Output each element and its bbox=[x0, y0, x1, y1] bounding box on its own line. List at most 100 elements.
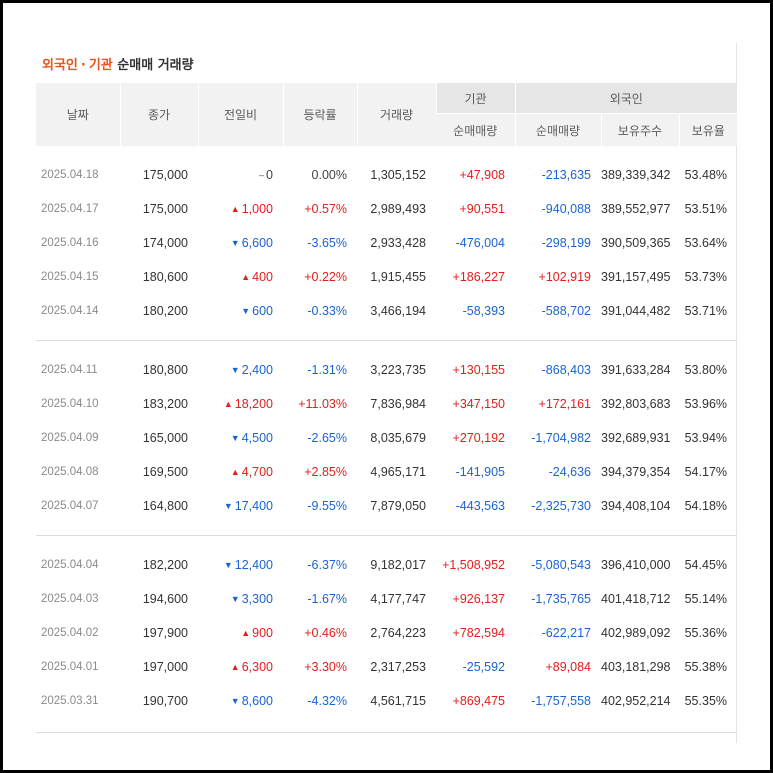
foreign-net-cell: -213,635 bbox=[541, 168, 591, 182]
down-triangle-icon: ▼ bbox=[230, 594, 240, 604]
holdings-cell: 392,689,931 bbox=[601, 431, 671, 445]
close-cell: 175,000 bbox=[142, 202, 188, 216]
table-row: 2025.04.03 194,600 ▼ 3,300 -1.67% 4,177,747 +9… bbox=[36, 582, 737, 616]
title-foreign: 외국인 bbox=[42, 58, 78, 73]
inst-net-cell: +186,227 bbox=[452, 270, 505, 284]
holding-ratio-cell: 53.48% bbox=[684, 168, 728, 182]
down-triangle-icon: ▼ bbox=[230, 696, 240, 706]
date-cell: 2025.04.03 bbox=[41, 593, 99, 605]
section-title: 외국인 · 기관 순매매 거래량 bbox=[42, 54, 194, 73]
change-value: 3,300 bbox=[241, 592, 273, 606]
date-cell: 2025.04.18 bbox=[41, 169, 99, 181]
holdings-cell: 402,952,214 bbox=[601, 694, 671, 708]
table-row: 2025.04.11 180,800 ▼ 2,400 -1.31% 3,223,735 +1… bbox=[36, 353, 737, 387]
flat-dash-icon: – bbox=[259, 170, 265, 180]
table-row: 2025.04.14 180,200 ▼ 600 -0.33% 3,466,194 -58,… bbox=[36, 294, 737, 328]
header-rate: 등락률 bbox=[282, 83, 357, 146]
table-row: 2025.04.16 174,000 ▼ 6,600 -3.65% 2,933,428 -4… bbox=[36, 226, 737, 260]
up-triangle-icon: ▲ bbox=[223, 399, 233, 409]
up-triangle-icon: ▲ bbox=[241, 272, 251, 282]
header-holdings: 보유주수 bbox=[600, 113, 679, 146]
table-row: 2025.04.08 169,500 ▲ 4,700 +2.85% 4,965,171 -1… bbox=[36, 455, 737, 489]
change-cell: ▲ 400 bbox=[198, 260, 283, 294]
header-date: 날짜 bbox=[36, 83, 120, 146]
holdings-cell: 391,157,495 bbox=[601, 270, 671, 284]
header-change: 전일비 bbox=[197, 83, 283, 146]
volume-cell: 9,182,017 bbox=[370, 558, 426, 572]
header-institution: 기관 bbox=[435, 83, 515, 114]
holding-ratio-cell: 53.51% bbox=[684, 202, 728, 216]
volume-cell: 4,965,171 bbox=[370, 465, 426, 479]
down-triangle-icon: ▼ bbox=[230, 433, 240, 443]
spacer-cell bbox=[36, 536, 737, 549]
divider-cell bbox=[36, 328, 738, 341]
foreign-net-cell: -5,080,543 bbox=[531, 558, 591, 572]
change-value: 8,600 bbox=[241, 694, 273, 708]
volume-cell: 2,989,493 bbox=[370, 202, 426, 216]
date-cell: 2025.04.15 bbox=[41, 271, 99, 283]
down-triangle-icon: ▼ bbox=[241, 306, 251, 316]
header-volume: 거래량 bbox=[356, 83, 436, 146]
inst-net-cell: +47,908 bbox=[459, 168, 505, 182]
holding-ratio-cell: 53.64% bbox=[684, 236, 728, 250]
header-inst-net: 순매매량 bbox=[436, 113, 515, 146]
volume-cell: 8,035,679 bbox=[370, 431, 426, 445]
holdings-cell: 402,989,092 bbox=[601, 626, 671, 640]
up-triangle-icon: ▲ bbox=[230, 204, 240, 214]
table-row: 2025.04.01 197,000 ▲ 6,300 +3.30% 2,317,253 -2… bbox=[36, 650, 737, 684]
inst-net-cell: +130,155 bbox=[452, 363, 505, 377]
inst-net-cell: +869,475 bbox=[452, 694, 505, 708]
up-triangle-icon: ▲ bbox=[230, 467, 240, 477]
holdings-cell: 394,408,104 bbox=[601, 499, 671, 513]
divider-cell bbox=[36, 523, 738, 536]
header-foreign: 외국인 bbox=[514, 83, 738, 114]
holding-ratio-cell: 55.38% bbox=[684, 660, 728, 674]
change-value: 0 bbox=[266, 168, 273, 182]
header-close: 종가 bbox=[119, 83, 198, 146]
change-cell: ▲ 1,000 bbox=[198, 192, 283, 226]
change-value: 18,200 bbox=[234, 397, 273, 411]
spacer-cell bbox=[36, 341, 737, 354]
volume-cell: 3,223,735 bbox=[370, 363, 426, 377]
rate-cell: -3.65% bbox=[307, 236, 347, 250]
inst-net-cell: -141,905 bbox=[455, 465, 505, 479]
holdings-cell: 391,044,482 bbox=[601, 304, 671, 318]
spacer-cell bbox=[36, 146, 737, 158]
rate-cell: +0.46% bbox=[304, 626, 347, 640]
foreign-net-cell: -2,325,730 bbox=[531, 499, 591, 513]
volume-cell: 7,879,050 bbox=[370, 499, 426, 513]
holdings-cell: 392,803,683 bbox=[601, 397, 671, 411]
change-cell: ▼ 6,600 bbox=[198, 226, 283, 260]
holdings-cell: 391,633,284 bbox=[601, 363, 671, 377]
holding-ratio-cell: 53.96% bbox=[684, 397, 728, 411]
foreign-net-cell: -1,704,982 bbox=[531, 431, 591, 445]
divider bbox=[736, 43, 737, 743]
rate-cell: +2.85% bbox=[304, 465, 347, 479]
date-cell: 2025.04.07 bbox=[41, 500, 99, 512]
holdings-cell: 394,379,354 bbox=[601, 465, 671, 479]
table-row: 2025.04.02 197,900 ▲ 900 +0.46% 2,764,223 +782… bbox=[36, 616, 737, 650]
group-divider bbox=[36, 523, 738, 536]
close-cell: 183,200 bbox=[142, 397, 188, 411]
rate-cell: +0.22% bbox=[304, 270, 347, 284]
date-cell: 2025.04.08 bbox=[41, 466, 99, 478]
group-spacer bbox=[36, 536, 737, 549]
table-row: 2025.04.04 182,200 ▼ 12,400 -6.37% 9,182,017 +… bbox=[36, 548, 737, 582]
group-spacer bbox=[36, 341, 737, 354]
holdings-cell: 401,418,712 bbox=[601, 592, 671, 606]
foreign-net-cell: -298,199 bbox=[541, 236, 591, 250]
volume-cell: 2,764,223 bbox=[370, 626, 426, 640]
holding-ratio-cell: 53.73% bbox=[684, 270, 728, 284]
close-cell: 180,200 bbox=[142, 304, 188, 318]
change-cell: ▼ 2,400 bbox=[198, 353, 283, 387]
change-value: 6,600 bbox=[241, 236, 273, 250]
volume-cell: 7,836,984 bbox=[370, 397, 426, 411]
change-value: 6,300 bbox=[241, 660, 273, 674]
holding-ratio-cell: 54.17% bbox=[684, 465, 728, 479]
rate-cell: -6.37% bbox=[307, 558, 347, 572]
table-row: 2025.04.07 164,800 ▼ 17,400 -9.55% 7,879,050 -… bbox=[36, 489, 737, 523]
change-value: 400 bbox=[252, 270, 273, 284]
volume-cell: 4,561,715 bbox=[370, 694, 426, 708]
change-cell: ▲ 900 bbox=[198, 616, 283, 650]
change-value: 4,500 bbox=[241, 431, 273, 445]
